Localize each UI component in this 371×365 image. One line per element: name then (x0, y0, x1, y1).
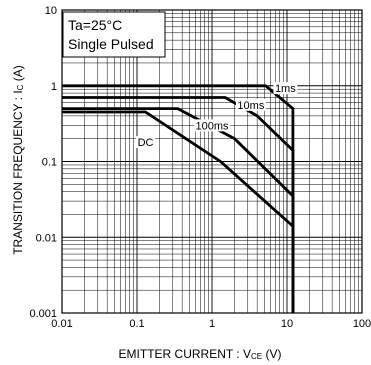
condition-temperature: Ta=25°C (68, 17, 122, 33)
x-tick-label: 1 (209, 318, 215, 330)
conditions-box: Ta=25°C Single Pulsed (62, 11, 166, 58)
y-tick-label: 0.1 (42, 157, 57, 169)
x-tick-label: 0.01 (51, 318, 72, 330)
x-tick-label: 10 (281, 318, 293, 330)
plot-frame (61, 9, 363, 314)
curve-label-dc: DC (138, 137, 154, 149)
curve-labels: 1ms 10ms 100ms DC (136, 82, 298, 149)
x-tick-label: 100 (353, 318, 371, 330)
y-tick-labels: 10 1 0.1 0.01 0.001 (29, 5, 57, 320)
curve-label-bg (136, 136, 155, 149)
curve-100ms (62, 107, 295, 313)
curve-dc (62, 110, 295, 313)
curve-label-bg (235, 98, 266, 111)
curves (62, 84, 295, 313)
curve-label-1ms: 1ms (275, 83, 296, 95)
y-tick-label: 10 (45, 5, 57, 17)
x-tick-label: 0.1 (129, 318, 144, 330)
curve-label-10ms: 10ms (237, 100, 264, 112)
y-tick-label: 0.001 (29, 308, 57, 320)
curve-1ms (62, 84, 295, 313)
x-axis-title: EMITTER CURRENT : VCE (V) (119, 347, 282, 361)
y-tick-label: 1 (51, 81, 57, 93)
curve-label-bg (193, 119, 231, 132)
curve-label-bg (273, 82, 298, 95)
y-tick-label: 0.01 (36, 232, 57, 244)
x-tick-labels: 0.01 0.1 1 10 100 (51, 318, 371, 330)
condition-pulse: Single Pulsed (68, 36, 154, 52)
curve-label-100ms: 100ms (195, 120, 229, 132)
conditions-box-frame (62, 11, 166, 58)
curve-10ms (62, 96, 295, 313)
y-axis-title: TRANSITION FREQUENCY : IC (A) (11, 65, 25, 255)
